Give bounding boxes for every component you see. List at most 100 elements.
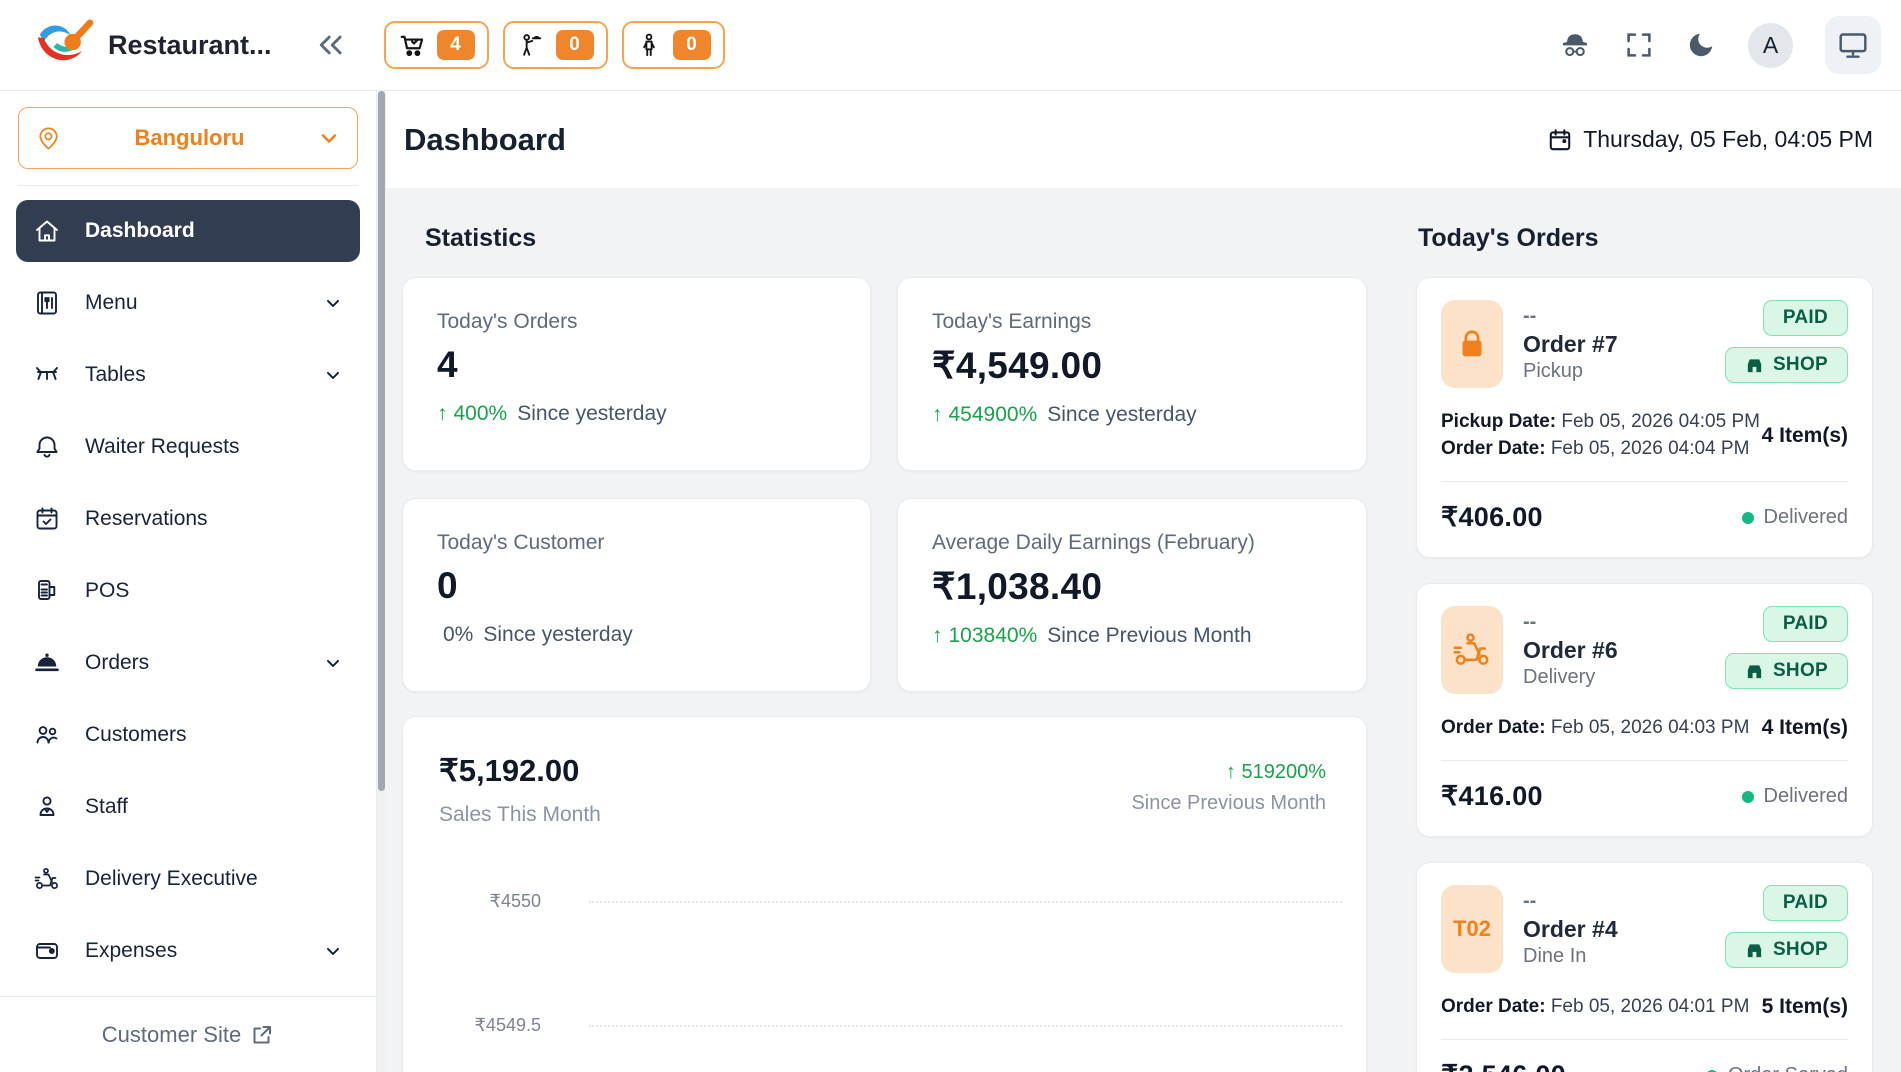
bell-icon xyxy=(33,433,61,461)
sidebar-item-label: Reservations xyxy=(85,507,208,530)
order-meta: -- Order #7 Pickup xyxy=(1523,300,1618,388)
order-divider xyxy=(1441,481,1848,482)
stat-value: ₹1,038.40 xyxy=(932,566,1103,607)
dark-mode-moon-icon[interactable] xyxy=(1686,30,1716,60)
sidebar-scrollbar[interactable] xyxy=(377,91,386,1072)
stat-delta: 0% Since yesterday xyxy=(437,623,836,647)
sidebar-item-customers[interactable]: Customers xyxy=(16,704,360,766)
date-label: Order Date: xyxy=(1441,438,1546,459)
incognito-icon[interactable] xyxy=(1558,30,1592,60)
customer-counter-button[interactable]: 0 xyxy=(621,21,725,69)
current-datetime: Thursday, 05 Feb, 04:05 PM xyxy=(1547,126,1873,153)
cart-icon xyxy=(398,32,426,58)
sidebar-item-orders[interactable]: Orders xyxy=(16,632,360,694)
sidebar-item-dashboard[interactable]: Dashboard xyxy=(16,200,360,262)
sidebar-item-label: Dashboard xyxy=(85,219,195,242)
order-badges: PAID SHOP xyxy=(1724,606,1848,694)
y-axis-tick: ₹4549.5 xyxy=(474,1015,541,1035)
sales-total: ₹5,192.00 xyxy=(439,753,580,788)
order-dates: Order Date: Feb 05, 2026 04:03 PM xyxy=(1441,712,1749,744)
sidebar-item-reservations[interactable]: Reservations xyxy=(16,488,360,550)
delta-percent: 400% xyxy=(453,402,508,425)
fullscreen-icon[interactable] xyxy=(1624,30,1654,60)
gridline xyxy=(589,900,1342,903)
sidebar-item-expenses[interactable]: Expenses xyxy=(16,920,360,982)
user-avatar[interactable]: A xyxy=(1748,22,1793,68)
stat-delta: ↑ 103840% Since Previous Month xyxy=(932,624,1332,648)
order-footer: ₹406.00 Delivered xyxy=(1441,482,1848,533)
pos-terminal-icon xyxy=(33,577,61,605)
date-value: Feb 05, 2026 04:01 PM xyxy=(1550,996,1750,1017)
display-mode-button[interactable] xyxy=(1825,16,1881,74)
date-label: Order Date: xyxy=(1441,717,1546,738)
sidebar-item-label: Orders xyxy=(85,651,150,674)
waiter-requests-counter-button[interactable]: 0 xyxy=(502,21,608,69)
order-table-code: -- xyxy=(1523,305,1537,327)
chevron-down-icon xyxy=(323,293,343,313)
order-badges: PAID SHOP xyxy=(1724,300,1848,388)
sidebar-item-label: Staff xyxy=(85,795,128,818)
up-arrow-icon: ↑ xyxy=(1225,761,1236,783)
sidebar-item-label: Tables xyxy=(85,363,146,386)
customer-count-badge: 0 xyxy=(672,30,711,60)
paid-badge: PAID xyxy=(1762,606,1848,642)
sales-delta-percent: 519200% xyxy=(1241,761,1326,783)
sidebar-item-label: Expenses xyxy=(85,939,178,962)
top-bar: Restaurant... 4 xyxy=(0,0,1901,91)
sidebar-scrollbar-thumb[interactable] xyxy=(378,91,385,791)
shop-badge: SHOP xyxy=(1724,653,1848,689)
order-amount: ₹406.00 xyxy=(1441,502,1543,532)
order-amount: ₹416.00 xyxy=(1441,781,1543,811)
status-dot xyxy=(1741,511,1754,524)
order-dates: Order Date: Feb 05, 2026 04:01 PM xyxy=(1441,991,1749,1023)
delta-note: Since yesterday xyxy=(483,623,633,646)
sales-chart-header: ₹5,192.00 Sales This Month ↑ 519200% Sin… xyxy=(439,753,1344,827)
sidebar-item-menu[interactable]: Menu xyxy=(16,272,360,334)
delta-note: Since Previous Month xyxy=(1047,624,1252,647)
date-value: Feb 05, 2026 04:05 PM xyxy=(1561,411,1760,432)
sidebar-item-waiter-requests[interactable]: Waiter Requests xyxy=(16,416,360,478)
delta-note: Since yesterday xyxy=(1047,403,1197,426)
date-value: Feb 05, 2026 04:03 PM xyxy=(1550,717,1750,738)
main-area: Dashboard Thursday, 05 Feb, 04:05 PM Sta… xyxy=(386,91,1901,1072)
sidebar-item-label: Menu xyxy=(85,291,138,314)
waiter-count-badge: 0 xyxy=(555,30,594,60)
calendar-icon xyxy=(1547,127,1573,153)
sidebar-item-label: Customers xyxy=(85,723,187,746)
order-card-6[interactable]: -- Order #6 Delivery PAID xyxy=(1416,583,1873,837)
order-table-code: -- xyxy=(1523,611,1537,633)
wallet-icon xyxy=(33,937,61,965)
stat-value: 4 xyxy=(437,344,458,385)
calendar-check-icon xyxy=(33,505,61,533)
date-value: Feb 05, 2026 04:04 PM xyxy=(1550,438,1750,459)
order-card-7[interactable]: -- Order #7 Pickup PAID xyxy=(1416,277,1873,558)
order-card-4[interactable]: T02 -- Order #4 Dine In PAID xyxy=(1416,862,1873,1072)
header-counters: 4 0 0 xyxy=(383,21,725,69)
sidebar-item-label: POS xyxy=(85,579,130,602)
sidebar-item-staff[interactable]: Staff xyxy=(16,776,360,838)
scooter-icon xyxy=(33,865,61,893)
order-dates-row: Order Date: Feb 05, 2026 04:03 PM 4 Item… xyxy=(1441,712,1848,744)
stat-card-average-daily-earnings: Average Daily Earnings (February) ₹1,038… xyxy=(897,498,1367,692)
order-badges: PAID SHOP xyxy=(1724,885,1848,973)
sidebar-item-tables[interactable]: Tables xyxy=(16,344,360,406)
status-dot xyxy=(1741,790,1754,803)
sales-delta-note: Since Previous Month xyxy=(1131,792,1326,814)
branch-selector[interactable]: Banguloru xyxy=(18,107,358,169)
order-type-iconbox xyxy=(1441,300,1503,388)
statistics-heading: Statistics xyxy=(425,224,537,252)
customer-site-link[interactable]: Customer Site xyxy=(0,996,376,1072)
sales-delta-block: ↑ 519200% Since Previous Month xyxy=(1131,761,1326,827)
cart-count-badge: 4 xyxy=(436,30,475,60)
sidebar-item-delivery-executive[interactable]: Delivery Executive xyxy=(16,848,360,910)
order-type: Dine In xyxy=(1523,945,1587,967)
stat-title: Today's Orders xyxy=(437,310,578,333)
shop-badge: SHOP xyxy=(1724,932,1848,968)
shop-label: SHOP xyxy=(1772,354,1828,375)
sidebar-collapse-icon[interactable] xyxy=(314,30,348,60)
sidebar-item-pos[interactable]: POS xyxy=(16,560,360,622)
cart-counter-button[interactable]: 4 xyxy=(383,21,489,69)
paid-label: PAID xyxy=(1782,892,1828,913)
order-items-count: 4 Item(s) xyxy=(1761,716,1848,739)
order-name: Order #6 xyxy=(1523,636,1618,663)
